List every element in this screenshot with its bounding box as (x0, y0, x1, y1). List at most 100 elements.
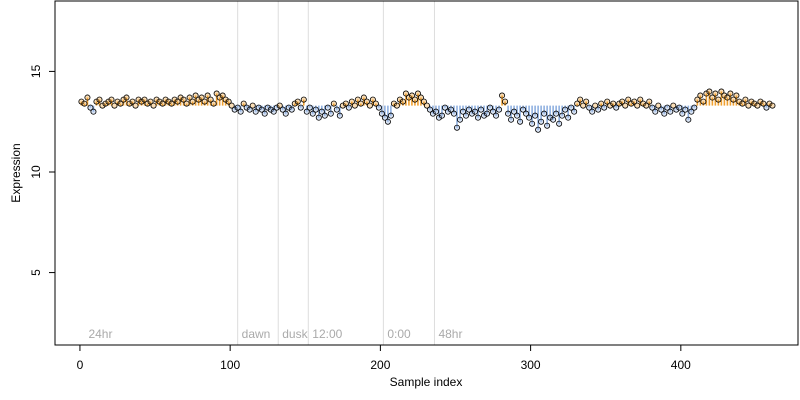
annotation: 48hr (438, 327, 462, 341)
point (670, 102, 677, 109)
point (348, 98, 355, 105)
point (556, 120, 563, 127)
point (216, 94, 223, 101)
point (78, 98, 85, 105)
point (526, 114, 533, 121)
point (207, 96, 214, 103)
point (649, 104, 656, 111)
point (321, 112, 328, 119)
point (520, 106, 527, 113)
point (655, 102, 662, 109)
point (631, 98, 638, 105)
point (481, 112, 488, 119)
point (493, 112, 500, 119)
point (565, 114, 572, 121)
point (399, 98, 406, 105)
point (703, 90, 710, 97)
point (225, 98, 232, 105)
point (324, 104, 331, 111)
point (622, 102, 629, 109)
point (463, 112, 470, 119)
point (541, 110, 548, 117)
point (330, 100, 337, 107)
point (667, 108, 674, 115)
point (595, 106, 602, 113)
annotation: 12:00 (312, 327, 342, 341)
point (123, 94, 130, 101)
point (222, 96, 229, 103)
point (201, 98, 208, 105)
point (502, 98, 509, 105)
point (640, 100, 647, 107)
point (616, 100, 623, 107)
point (420, 98, 427, 105)
point (718, 88, 725, 95)
point (174, 98, 181, 105)
point (444, 108, 451, 115)
point (511, 108, 518, 115)
y-tick-label: 5 (29, 269, 43, 276)
point (619, 98, 626, 105)
point (697, 92, 704, 99)
point (544, 122, 551, 129)
point (574, 100, 581, 107)
point (423, 102, 430, 109)
point (180, 96, 187, 103)
point (414, 90, 421, 97)
point (390, 100, 397, 107)
point (673, 106, 680, 113)
point (754, 102, 761, 109)
point (264, 104, 271, 111)
point (294, 98, 301, 105)
point (766, 100, 773, 107)
point (742, 96, 749, 103)
point (508, 116, 515, 123)
point (658, 106, 665, 113)
x-tick-label: 300 (521, 358, 541, 372)
point (303, 108, 310, 115)
point (297, 104, 304, 111)
point (685, 116, 692, 123)
point (306, 104, 313, 111)
point (249, 102, 256, 109)
point (745, 102, 752, 109)
point (499, 92, 506, 99)
point (393, 102, 400, 109)
point (372, 100, 379, 107)
point (345, 104, 352, 111)
point (168, 100, 175, 107)
point (601, 104, 608, 111)
point (490, 108, 497, 115)
point (336, 112, 343, 119)
point (246, 106, 253, 113)
point (228, 102, 235, 109)
point (354, 96, 361, 103)
point (730, 96, 737, 103)
point (739, 100, 746, 107)
point (661, 110, 668, 117)
point (357, 100, 364, 107)
point (165, 98, 172, 105)
point (129, 98, 136, 105)
point (583, 98, 590, 105)
point (538, 118, 545, 125)
point (186, 94, 193, 101)
point (240, 100, 247, 107)
point (760, 100, 767, 107)
point (411, 96, 418, 103)
point (478, 106, 485, 113)
point (342, 100, 349, 107)
point (99, 102, 106, 109)
point (282, 110, 289, 117)
point (159, 100, 166, 107)
point (150, 102, 157, 109)
x-tick-label: 100 (220, 358, 240, 372)
point (132, 102, 139, 109)
point (748, 98, 755, 105)
point (553, 110, 560, 117)
point (309, 110, 316, 117)
point (384, 118, 391, 125)
point (273, 104, 280, 111)
